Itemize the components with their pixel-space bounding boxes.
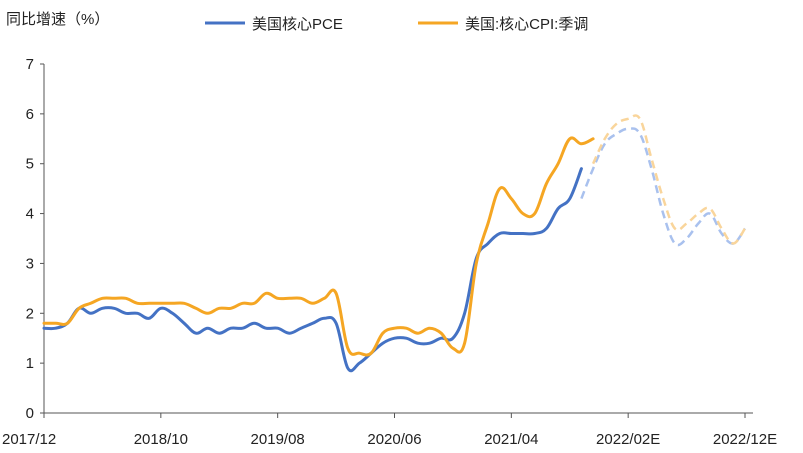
y-axis-title: 同比增速（%）: [6, 11, 109, 28]
series-line-cpi: [42, 136, 595, 357]
y-tick-label: 5: [26, 156, 34, 173]
legend-label-cpi: 美国:核心CPI:季调: [465, 16, 588, 33]
legend-label-pce: 美国核心PCE: [252, 16, 343, 33]
y-tick-label: 2: [26, 305, 34, 322]
x-tick-label: 2018/10: [134, 431, 188, 448]
y-tick-label: 4: [26, 206, 34, 223]
x-tick-label: 2017/12: [2, 431, 56, 448]
y-tick-label: 6: [26, 106, 34, 123]
x-tick-label: 2021/04: [484, 431, 538, 448]
x-tick-label: 2022/12E: [713, 431, 777, 448]
series-line-pce: [42, 167, 583, 373]
y-tick-label: 3: [26, 255, 34, 272]
x-tick-label: 2019/08: [251, 431, 305, 448]
y-tick-label: 1: [26, 355, 34, 372]
y-tick-label: 0: [26, 405, 34, 422]
series-line-cpi-forecast: [591, 114, 747, 245]
legend: 美国核心PCE 美国:核心CPI:季调: [205, 16, 588, 33]
x-tick-label: 2020/06: [367, 431, 421, 448]
x-axis: 2017/12 2018/10 2019/08 2020/06 2021/04 2022/…: [2, 412, 777, 448]
series-layer: [42, 114, 747, 373]
y-tick-label: 7: [26, 56, 34, 73]
x-tick-label: 2022/02E: [596, 431, 660, 448]
series-line-pce-forecast: [580, 127, 747, 247]
y-axis: 0 1 2 3 4 5 6 7: [26, 56, 45, 422]
